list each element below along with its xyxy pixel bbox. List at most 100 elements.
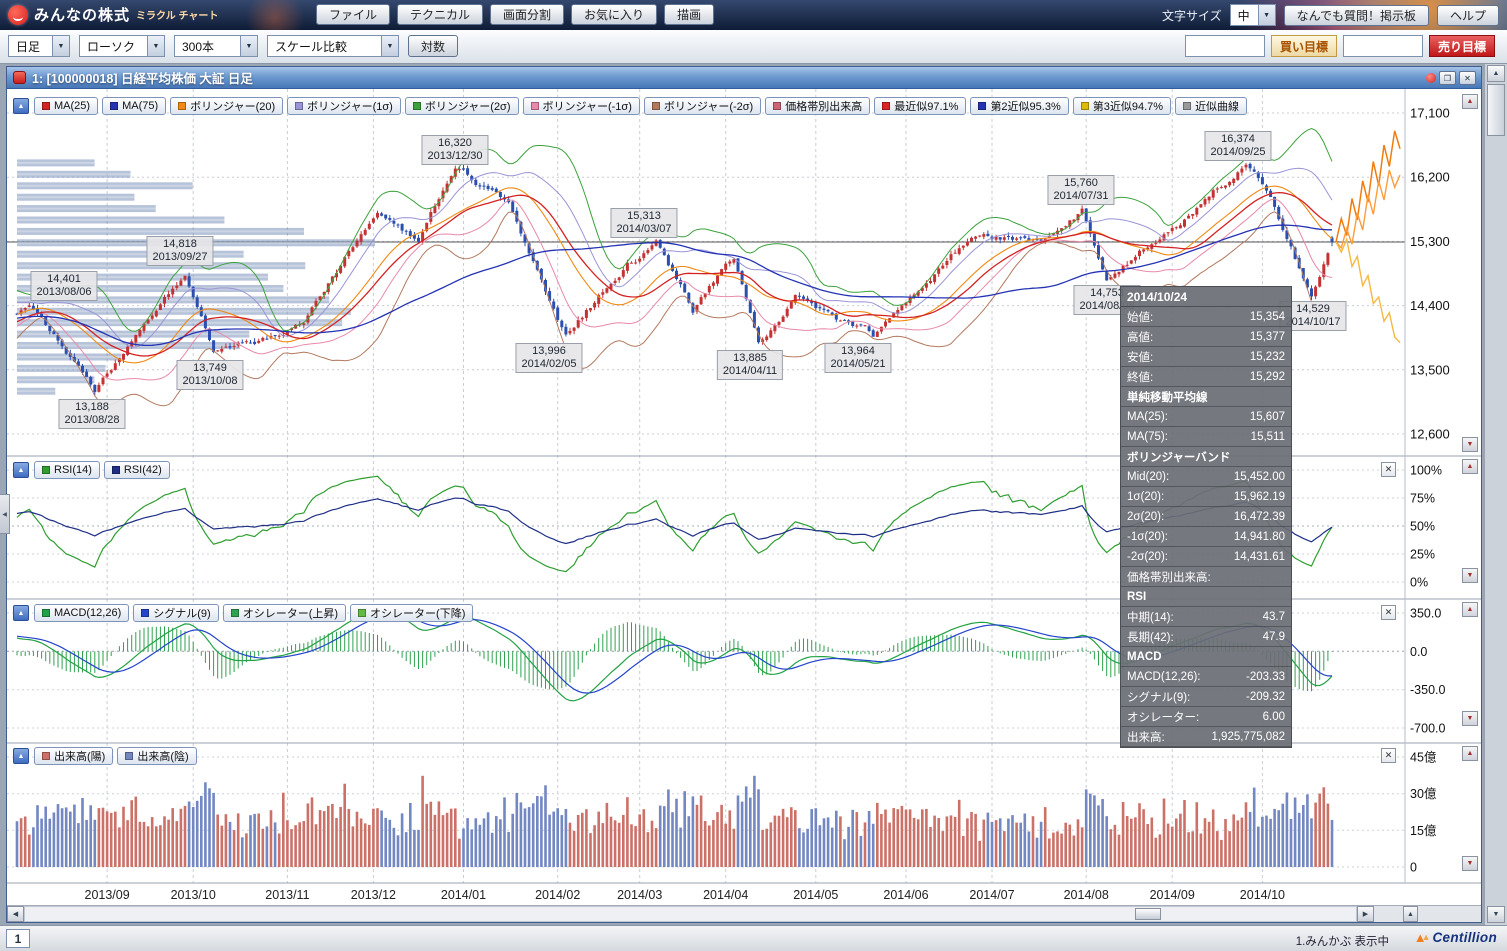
chart-tab-1[interactable]: 1 [6, 929, 30, 948]
svg-text:16,200: 16,200 [1410, 170, 1450, 185]
indicator-button-オシレーター(上昇)[interactable]: オシレーター(上昇) [222, 604, 347, 622]
axis-scroll-up-icon[interactable]: ▲ [1462, 459, 1478, 474]
chart-canvas[interactable]: 2013/09 2013/10 2013/11 2013/12 2014/01 2014/… [7, 89, 1481, 905]
indicator-button-価格帯別出来高[interactable]: 価格帯別出来高 [765, 97, 871, 115]
indicator-button-ボリンジャー(1σ)[interactable]: ボリンジャー(1σ) [287, 97, 401, 115]
menu-button-お気に入り[interactable]: お気に入り [571, 4, 658, 25]
scrollbar-thumb[interactable] [1135, 908, 1161, 920]
price-annotation: 15,313 2014/03/07 [610, 208, 678, 238]
indicator-button-ボリンジャー(-1σ)[interactable]: ボリンジャー(-1σ) [522, 97, 640, 115]
font-size-select[interactable]: 中 ▼ [1229, 4, 1276, 26]
svg-text:350.0: 350.0 [1410, 607, 1441, 621]
workspace-vertical-scrollbar[interactable]: ▲ ▼ [1484, 64, 1507, 925]
top-menu: ファイル テクニカル 画面分割 お気に入り 描画 [316, 4, 715, 25]
scroll-right-icon[interactable]: ▶ [1357, 906, 1374, 922]
indicator-button-最近似97.1%[interactable]: 最近似97.1% [874, 97, 967, 115]
tooltip-label: MACD(12,26): [1127, 670, 1201, 683]
indicator-button-近似曲線[interactable]: 近似曲線 [1175, 97, 1248, 115]
indicator-label: MACD(12,26) [54, 607, 122, 619]
sell-target-button[interactable]: 売り目標 [1428, 35, 1495, 57]
close-panel-icon[interactable]: ✕ [1381, 462, 1396, 477]
menu-button-画面分割[interactable]: 画面分割 [490, 4, 565, 25]
indicator-color-icon [1183, 102, 1192, 110]
svg-text:15億: 15億 [1410, 824, 1437, 838]
indicator-button-第2近似95.3%[interactable]: 第2近似95.3% [970, 97, 1069, 115]
indicator-button-出来高(陽)[interactable]: 出来高(陽) [34, 747, 114, 765]
bar-count-select[interactable]: 300本 ▼ [174, 35, 258, 57]
indicator-button-ボリンジャー(2σ)[interactable]: ボリンジャー(2σ) [404, 97, 519, 115]
axis-scroll-down-icon[interactable]: ▼ [1462, 711, 1478, 726]
close-window-button[interactable]: ✕ [1459, 71, 1476, 85]
sidebar-collapse-handle[interactable]: ◀ [0, 494, 10, 534]
tooltip-row: 始値: 15,354 [1121, 307, 1291, 327]
close-panel-icon[interactable]: ✕ [1381, 748, 1396, 763]
indicator-label: 価格帯別出来高 [785, 101, 863, 113]
axis-scroll-up-icon[interactable]: ▲ [1462, 602, 1478, 617]
annotation-date: 2013/10/08 [182, 375, 238, 387]
collapse-panel-button[interactable]: ▲ [13, 98, 29, 114]
qa-board-button[interactable]: なんでも質問！掲示板 [1283, 4, 1429, 26]
top-toolbar: みんなの株式 ミラクル チャート ファイル テクニカル 画面分割 お気に入り 描画 文字… [0, 0, 1507, 30]
price-annotation: 15,760 2014/07/31 [1047, 175, 1115, 205]
scrollbar-thumb[interactable] [1487, 84, 1505, 136]
svg-text:75%: 75% [1410, 492, 1435, 506]
restore-window-button[interactable]: ❐ [1439, 71, 1456, 85]
indicator-button-第3近似94.7%[interactable]: 第3近似94.7% [1072, 97, 1172, 115]
menu-button-テクニカル[interactable]: テクニカル [397, 4, 484, 25]
tooltip-value: -209.32 [1245, 690, 1285, 703]
indicator-button-MA(75)[interactable]: MA(75) [102, 97, 167, 115]
indicator-color-icon [110, 102, 119, 110]
svg-text:2013/11: 2013/11 [265, 888, 309, 902]
annotation-price: 13,885 [733, 352, 767, 364]
indicator-button-RSI(42)[interactable]: RSI(42) [103, 461, 170, 479]
indicator-button-シグナル(9)[interactable]: シグナル(9) [133, 604, 219, 622]
indicator-color-icon [125, 752, 134, 760]
scrollbar-track[interactable] [24, 906, 1357, 922]
buy-target-button[interactable]: 買い目標 [1270, 35, 1337, 57]
menu-button-描画[interactable]: 描画 [664, 4, 715, 25]
annotation-price: 13,964 [841, 345, 875, 357]
indicator-button-ボリンジャー(-2σ)[interactable]: ボリンジャー(-2σ) [643, 97, 762, 115]
indicator-button-ボリンジャー(20)[interactable]: ボリンジャー(20) [170, 97, 284, 115]
period-select[interactable]: 日足 ▼ [8, 35, 70, 57]
chart-style-select[interactable]: ローソク ▼ [79, 35, 165, 57]
close-panel-icon[interactable]: ✕ [1381, 605, 1396, 620]
indicator-button-RSI(14)[interactable]: RSI(14) [34, 461, 100, 479]
help-button[interactable]: ヘルプ [1436, 4, 1499, 26]
annotation-price: 13,749 [193, 362, 227, 374]
tooltip-value: 15,607 [1249, 410, 1285, 423]
buy-target-input[interactable] [1184, 35, 1265, 57]
axis-scroll-up-icon[interactable]: ▲ [1462, 94, 1478, 109]
expand-up-icon[interactable]: ▲ [1403, 906, 1418, 922]
tooltip-label: 出来高: [1127, 731, 1165, 744]
collapse-panel-button[interactable]: ▲ [13, 748, 29, 764]
tooltip-label: 長期(42): [1127, 631, 1174, 644]
collapse-panel-button[interactable]: ▲ [13, 605, 29, 621]
log-scale-button[interactable]: 対数 [408, 35, 459, 57]
indicator-color-icon [978, 102, 987, 110]
scroll-left-icon[interactable]: ◀ [7, 906, 24, 922]
axis-scroll-down-icon[interactable]: ▼ [1462, 437, 1478, 452]
axis-scroll-down-icon[interactable]: ▼ [1462, 856, 1478, 871]
indicator-button-出来高(陰)[interactable]: 出来高(陰) [117, 747, 197, 765]
annotation-price: 14,818 [163, 238, 197, 250]
indicator-button-オシレーター(下降)[interactable]: オシレーター(下降) [350, 604, 474, 622]
sell-target-input[interactable] [1342, 35, 1423, 57]
svg-text:2014/08: 2014/08 [1064, 888, 1109, 902]
indicator-button-MACD(12,26)[interactable]: MACD(12,26) [34, 604, 130, 622]
scale-compare-select[interactable]: スケール比較 ▼ [267, 35, 399, 57]
menu-button-ファイル[interactable]: ファイル [316, 4, 391, 25]
scroll-down-icon[interactable]: ▼ [1487, 906, 1505, 923]
svg-text:15,300: 15,300 [1410, 234, 1450, 249]
brand-logo: ▲ ▲ Centillion [1414, 930, 1497, 945]
horizontal-scrollbar[interactable]: ◀ ▶ ▲ [7, 905, 1481, 922]
annotation-date: 2013/08/28 [64, 414, 120, 426]
axis-scroll-down-icon[interactable]: ▼ [1462, 568, 1478, 583]
indicator-label: MA(25) [54, 100, 91, 112]
scroll-up-icon[interactable]: ▲ [1487, 65, 1505, 82]
tooltip-label: 終値: [1127, 371, 1154, 384]
indicator-button-MA(25)[interactable]: MA(25) [34, 97, 99, 115]
collapse-panel-button[interactable]: ▲ [13, 462, 29, 478]
window-titlebar[interactable]: 1: [100000018] 日経平均株価 大証 日足 ❐ ✕ [7, 67, 1481, 89]
axis-scroll-up-icon[interactable]: ▲ [1462, 746, 1478, 761]
